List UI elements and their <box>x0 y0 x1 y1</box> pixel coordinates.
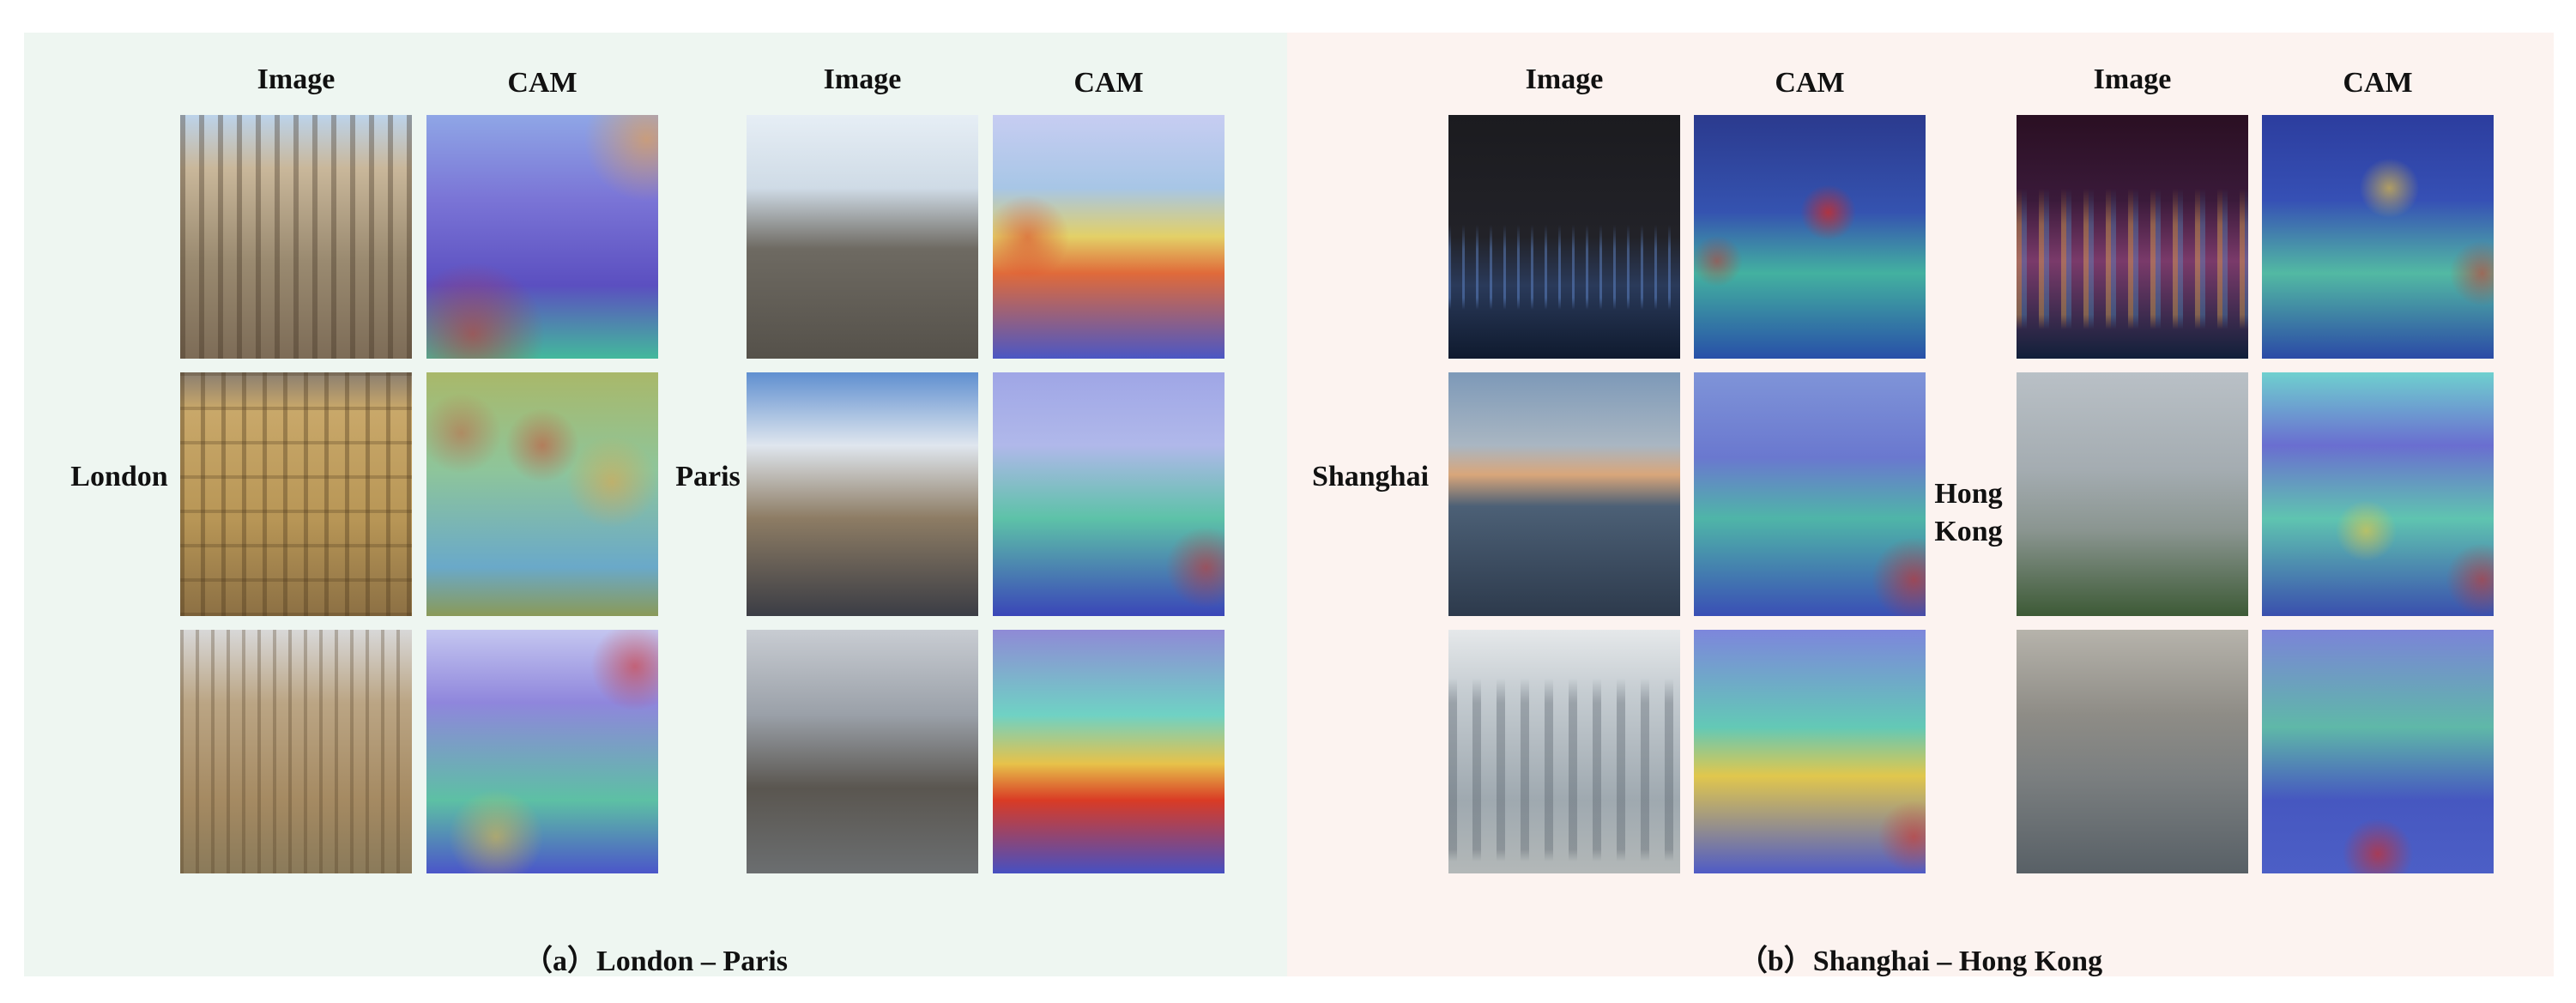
header-cam: CAM <box>1073 67 1144 99</box>
hongkong-cam-2 <box>2262 372 2494 616</box>
london-image-2 <box>180 372 412 616</box>
paris-cam-1 <box>993 115 1225 359</box>
header-cam: CAM <box>1775 67 1845 99</box>
paris-cam-2 <box>993 372 1225 616</box>
hongkong-image-1 <box>2017 115 2248 359</box>
shanghai-image-1 <box>1448 115 1680 359</box>
header-cam: CAM <box>2343 67 2413 99</box>
panel-shanghai-hongkong: Image CAM Shanghai Image CAM Hong Kong （… <box>1287 33 2554 977</box>
city-label-london: London <box>70 461 168 492</box>
header-image: Image <box>1525 63 1604 95</box>
header-image: Image <box>823 63 902 95</box>
paris-image-2 <box>747 372 978 616</box>
panel-london-paris: Image CAM London Image CAM Paris （a）Lond… <box>24 33 1287 977</box>
shanghai-image-2 <box>1448 372 1680 616</box>
paris-cam-3 <box>993 630 1225 873</box>
shanghai-cam-3 <box>1694 630 1926 873</box>
london-image-1 <box>180 115 412 359</box>
city-label-shanghai: Shanghai <box>1311 461 1430 492</box>
paris-image-1 <box>747 115 978 359</box>
paris-image-3 <box>747 630 978 873</box>
hongkong-cam-3 <box>2262 630 2494 873</box>
shanghai-cam-2 <box>1694 372 1926 616</box>
header-image: Image <box>257 63 336 95</box>
header-cam: CAM <box>507 67 577 99</box>
hongkong-cam-1 <box>2262 115 2494 359</box>
london-image-3 <box>180 630 412 873</box>
caption-a: （a）London – Paris <box>523 946 788 977</box>
shanghai-cam-1 <box>1694 115 1926 359</box>
hongkong-image-3 <box>2017 630 2248 873</box>
london-cam-2 <box>426 372 658 616</box>
header-image: Image <box>2093 63 2172 95</box>
city-label-hong-kong: Hong Kong <box>1934 478 2003 547</box>
london-cam-3 <box>426 630 658 873</box>
shanghai-image-3 <box>1448 630 1680 873</box>
city-label-paris: Paris <box>675 461 741 492</box>
hongkong-image-2 <box>2017 372 2248 616</box>
london-cam-1 <box>426 115 658 359</box>
caption-b: （b）Shanghai – Hong Kong <box>1738 946 2103 977</box>
